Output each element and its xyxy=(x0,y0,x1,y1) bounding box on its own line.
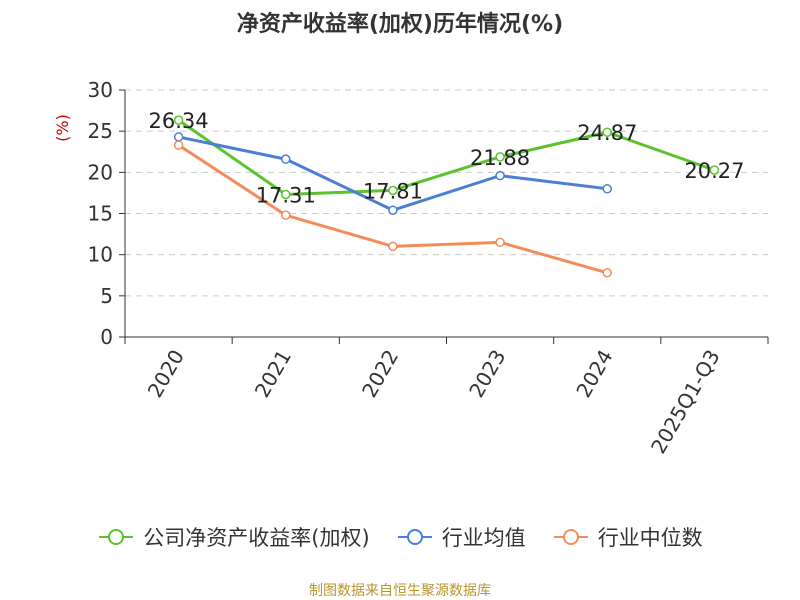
x-tick-label: 2020 xyxy=(143,346,189,402)
legend-marker-industry-mean xyxy=(397,529,432,545)
legend-label-industry-median: 行业中位数 xyxy=(597,526,703,550)
data-label: 20.27 xyxy=(684,159,744,183)
data-point xyxy=(281,189,291,200)
data-source-note: 制图数据来自恒生聚源数据库 xyxy=(309,583,491,599)
data-point xyxy=(602,127,612,137)
data-label: 21.88 xyxy=(470,146,530,170)
data-point xyxy=(709,165,720,175)
x-tick-label: 2021 xyxy=(250,346,296,402)
x-tick-label: 2022 xyxy=(357,346,403,402)
y-axis-label: (%) xyxy=(53,114,72,142)
data-point xyxy=(602,268,612,278)
data-point xyxy=(495,152,505,162)
legend-marker-company xyxy=(99,529,134,545)
y-tick-label: 30 xyxy=(88,78,113,102)
data-point xyxy=(602,184,612,194)
chart-title: 净资产收益率(加权)历年情况(%) xyxy=(236,12,564,37)
data-point xyxy=(281,210,291,220)
series-line xyxy=(177,118,715,196)
data-point xyxy=(388,241,398,252)
line-chart: 0 5 10 15 20 25 30 (%) 2020 2021 2022 2023 2024 2025Q… xyxy=(53,78,769,458)
x-tick-label: 2025Q1-Q3 xyxy=(646,346,725,458)
data-point xyxy=(173,140,184,150)
legend-item-industry-mean[interactable]: 行业均值 xyxy=(396,522,526,552)
legend-item-industry-median[interactable]: 行业中位数 xyxy=(552,522,703,552)
y-tick-label: 20 xyxy=(88,160,113,184)
y-tick-label: 25 xyxy=(88,119,113,143)
y-tick-label: 0 xyxy=(100,325,113,349)
y-tick-label: 10 xyxy=(88,243,113,267)
data-point xyxy=(281,154,291,164)
data-point xyxy=(495,237,505,248)
data-point xyxy=(388,205,398,215)
legend-label-company: 公司净资产收益率(加权) xyxy=(143,526,370,550)
x-tick-label: 2023 xyxy=(464,346,510,402)
legend-marker-industry-median xyxy=(553,529,588,545)
data-label: 24.87 xyxy=(577,121,637,145)
data-point xyxy=(173,132,184,142)
legend: 公司净资产收益率(加权) 行业均值 行业中位数 xyxy=(0,520,800,554)
data-point xyxy=(388,185,398,196)
y-tick-label: 15 xyxy=(88,202,113,226)
y-tick-label: 5 xyxy=(100,284,113,308)
legend-label-industry-mean: 行业均值 xyxy=(441,526,526,550)
data-point xyxy=(495,170,505,181)
data-label: 17.31 xyxy=(256,183,316,207)
data-label: 17.81 xyxy=(363,179,423,203)
data-point xyxy=(173,115,184,125)
x-tick-label: 2024 xyxy=(571,346,617,402)
legend-item-company[interactable]: 公司净资产收益率(加权) xyxy=(97,522,370,552)
data-label: 26.34 xyxy=(149,109,209,133)
